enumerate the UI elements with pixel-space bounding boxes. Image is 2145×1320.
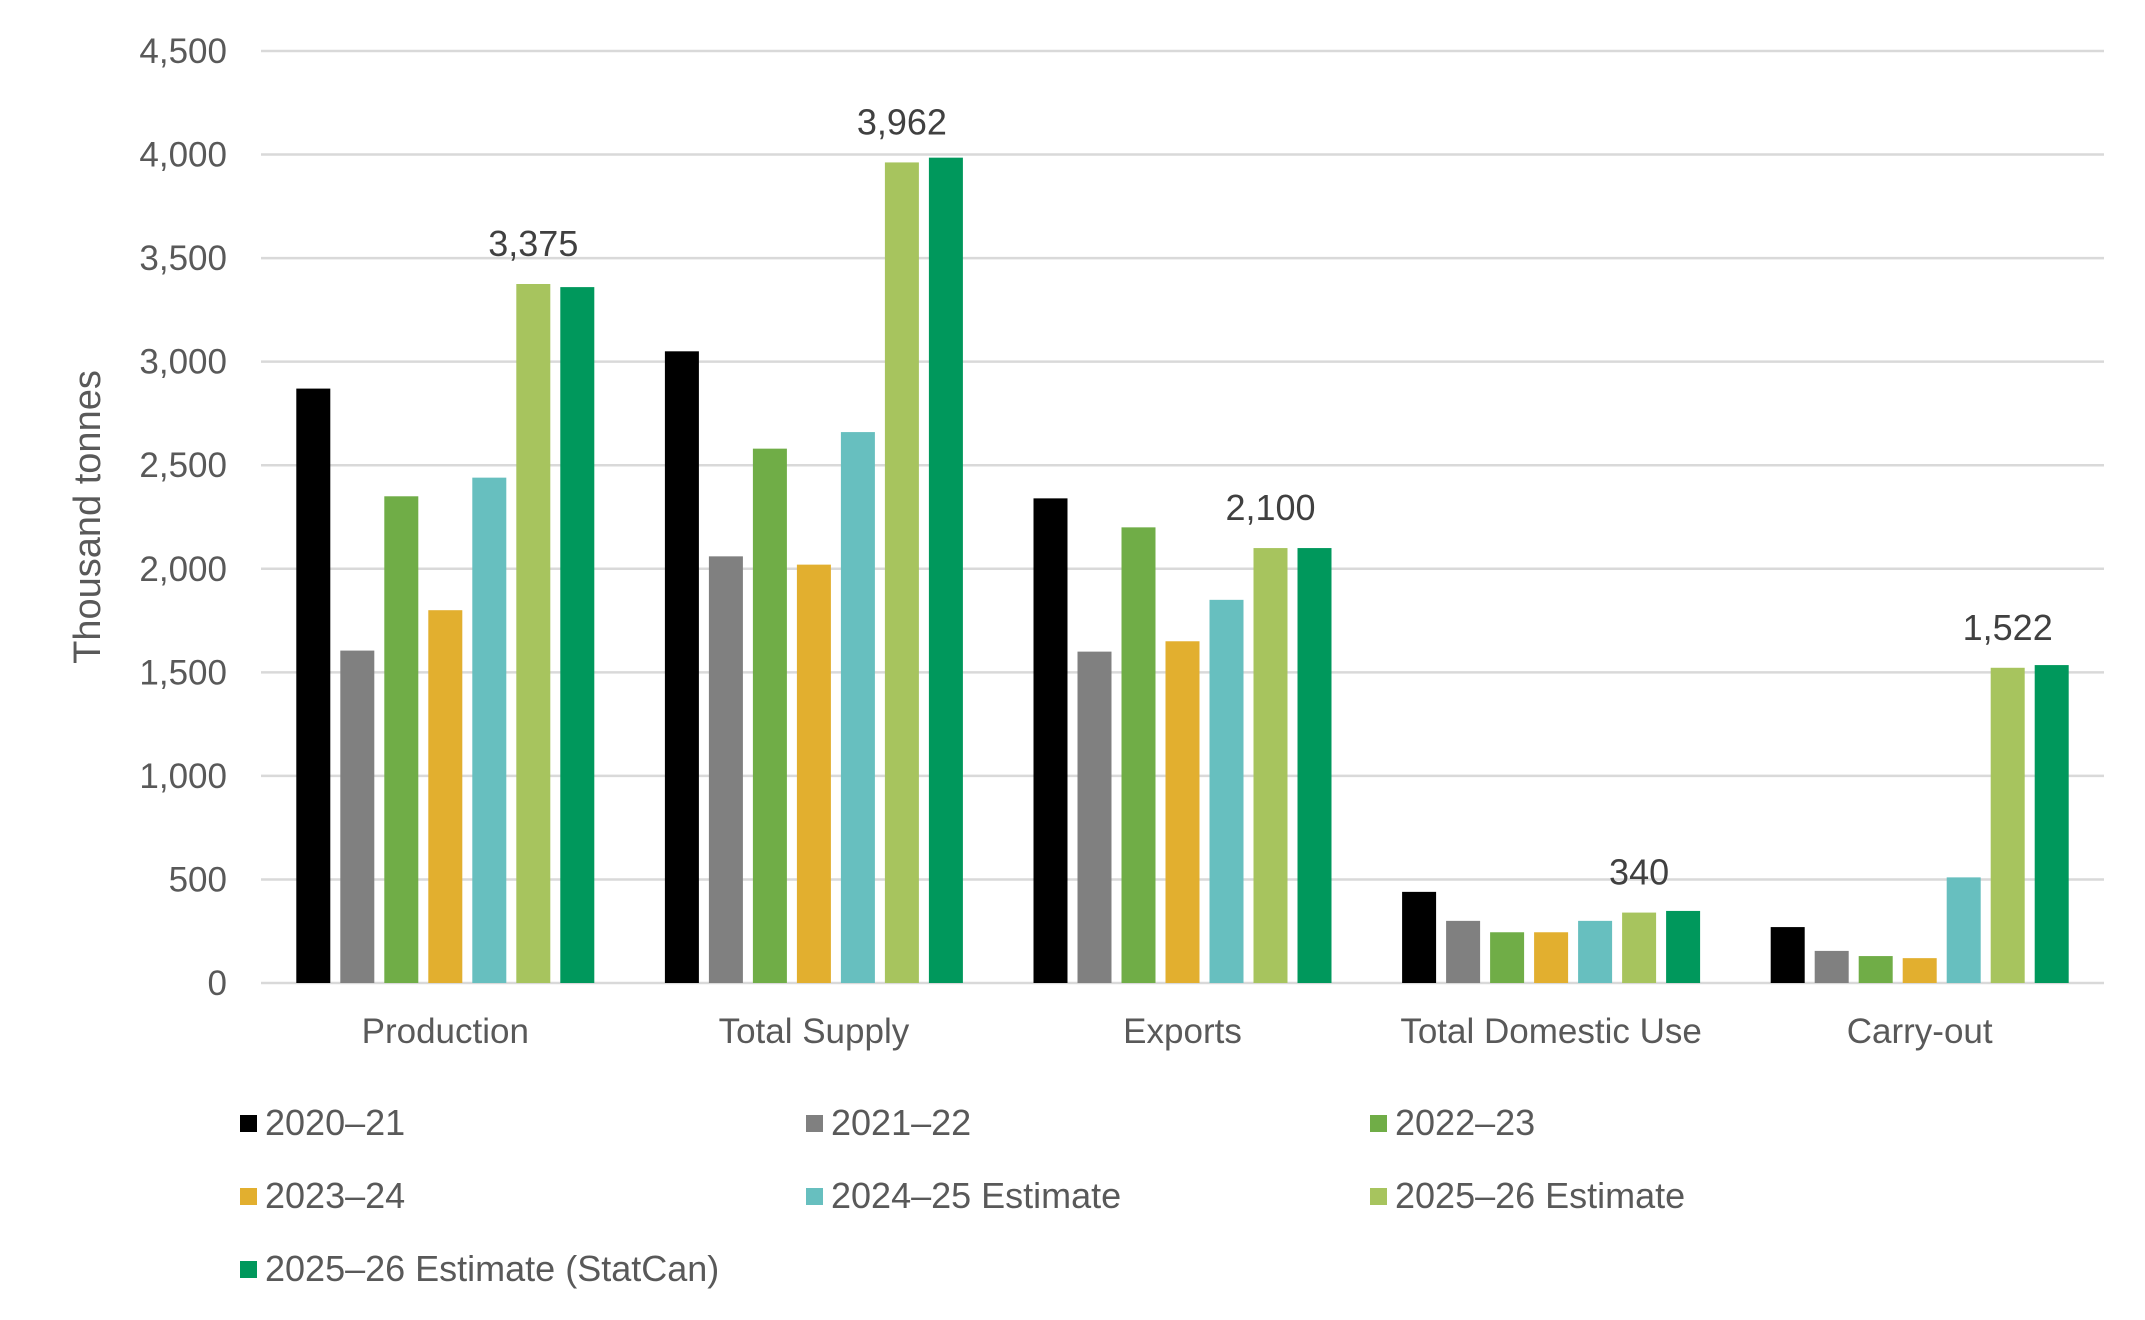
- legend-item[interactable]: 2024–25 Estimate: [806, 1171, 1121, 1221]
- y-tick-label: 3,000: [139, 343, 227, 382]
- y-tick-label: 1,000: [139, 757, 227, 796]
- bar: [752, 448, 787, 983]
- bar: [1858, 956, 1893, 983]
- y-tick-label: 1,500: [139, 653, 227, 692]
- bar: [1666, 910, 1701, 983]
- bars: [296, 157, 2069, 983]
- bar: [428, 610, 463, 983]
- bar: [1814, 950, 1849, 983]
- bar: [2034, 665, 2069, 983]
- y-axis-title: Thousand tonnes: [67, 370, 109, 664]
- legend-swatch: [806, 1187, 823, 1205]
- bar: [296, 388, 331, 983]
- bar: [1534, 932, 1569, 983]
- bar: [1578, 920, 1613, 983]
- legend-label: 2020–21: [265, 1102, 406, 1143]
- bar: [1990, 667, 2025, 983]
- bar: [384, 496, 419, 983]
- x-category-label: Carry-out: [1847, 1012, 1993, 1051]
- x-category-label: Total Domestic Use: [1400, 1012, 1701, 1051]
- legend-swatch: [240, 1114, 257, 1132]
- legend-swatch: [806, 1114, 823, 1132]
- bar: [1902, 958, 1937, 983]
- bar: [1770, 927, 1805, 983]
- bar: [340, 650, 375, 983]
- bar: [840, 432, 875, 983]
- y-tick-label: 0: [208, 964, 227, 1003]
- legend-label: 2021–22: [831, 1102, 972, 1143]
- bar: [1297, 548, 1332, 983]
- legend-label: 2022–23: [1395, 1102, 1536, 1143]
- bar: [796, 564, 831, 983]
- legend-label: 2025–26 Estimate: [1395, 1175, 1686, 1216]
- data-label: 2,100: [1225, 487, 1315, 528]
- legend-swatch: [240, 1187, 257, 1205]
- bar: [884, 162, 919, 983]
- data-label: 1,522: [1963, 607, 2053, 648]
- data-label: 340: [1609, 852, 1669, 893]
- bar: [1033, 498, 1068, 983]
- bar: [1622, 912, 1657, 983]
- data-label: 3,375: [488, 223, 578, 264]
- legend-item[interactable]: 2020–21: [240, 1098, 405, 1148]
- data-labels: 3,375 3,962 2,100 340 1,522: [488, 101, 2052, 892]
- y-tick-label: 2,500: [139, 446, 227, 485]
- bar: [664, 351, 699, 983]
- y-tick-label: 4,000: [139, 136, 227, 175]
- legend-swatch: [1370, 1114, 1387, 1132]
- bar: [1490, 932, 1525, 983]
- x-category-label: Total Supply: [719, 1012, 910, 1051]
- bar: [1402, 891, 1437, 983]
- legend-swatch: [240, 1260, 257, 1278]
- bar: [1165, 641, 1200, 983]
- x-category-label: Exports: [1123, 1012, 1242, 1051]
- legend-label: 2024–25 Estimate: [831, 1175, 1122, 1216]
- legend-item[interactable]: 2025–26 Estimate (StatCan): [240, 1244, 719, 1294]
- bar: [708, 556, 743, 983]
- x-category-label: Production: [362, 1012, 529, 1051]
- y-axis-ticks: 0 500 1,000 1,500 2,000 2,500 3,000 3,500 4,000 4…: [139, 32, 227, 1003]
- legend-label: 2025–26 Estimate (StatCan): [265, 1248, 720, 1289]
- legend-item[interactable]: 2021–22: [806, 1098, 971, 1148]
- legend-item[interactable]: 2023–24: [240, 1171, 405, 1221]
- bar: [516, 284, 551, 983]
- bar: [1077, 651, 1112, 983]
- x-axis-category-labels: Production Total Supply Exports Total Domes…: [362, 1012, 1993, 1051]
- bar: [1209, 599, 1244, 983]
- bar: [928, 157, 963, 983]
- legend-item[interactable]: 2025–26 Estimate: [1370, 1171, 1685, 1221]
- y-tick-label: 500: [169, 860, 227, 899]
- bar: [560, 287, 595, 983]
- bar: [1946, 877, 1981, 983]
- y-tick-label: 2,000: [139, 550, 227, 589]
- y-tick-label: 3,500: [139, 239, 227, 278]
- bar: [472, 477, 507, 983]
- legend-label: 2023–24: [265, 1175, 406, 1216]
- legend-item[interactable]: 2022–23: [1370, 1098, 1535, 1148]
- y-tick-label: 4,500: [139, 32, 227, 71]
- bar: [1121, 527, 1156, 983]
- legend-swatch: [1370, 1187, 1387, 1205]
- data-label: 3,962: [857, 101, 947, 142]
- bar: [1446, 920, 1481, 983]
- bar: [1253, 548, 1288, 983]
